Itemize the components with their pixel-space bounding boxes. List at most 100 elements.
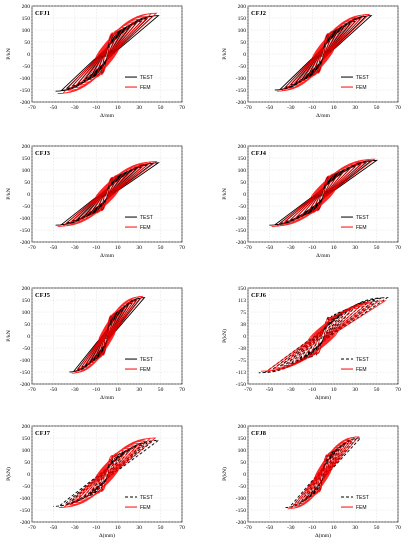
chart-panel-cfj4: 200 150 100 50 0 -50 -100 -150 -200 -70 -50 -30 -10 1…	[216, 140, 414, 270]
specimen-tag: CFJ2	[251, 10, 266, 17]
y-tick-label: 100	[22, 310, 31, 316]
x-tick-label: 30	[136, 525, 142, 531]
x-tick-label: 50	[158, 525, 164, 531]
y-tick-label: -50	[23, 204, 31, 210]
specimen-tag: CFJ7	[35, 430, 51, 437]
y-tick-label: 200	[238, 144, 247, 150]
x-tick-label: 10	[115, 105, 121, 111]
x-tick-label: -30	[71, 245, 79, 251]
y-tick-label: -50	[23, 64, 31, 70]
legend-label-test: TEST	[356, 357, 369, 363]
x-axis-label: Δ(mm)	[315, 394, 331, 401]
curves-group	[285, 436, 362, 510]
y-tick-label: -200	[236, 100, 246, 106]
curves-group	[55, 12, 160, 95]
chart-svg: 200 150 100 50 0 -50 -100 -150 -200-70 -50 -30 -10 1…	[6, 144, 185, 259]
y-tick-label: 150	[22, 436, 31, 442]
y-axis-label: P(kN)	[221, 467, 228, 481]
x-axis-label: Δ/mm	[316, 253, 331, 259]
x-tick-label: -10	[309, 525, 317, 531]
legend-label-test: TEST	[140, 357, 153, 363]
specimen-tag: CFJ5	[35, 292, 50, 299]
x-tick-label: 10	[115, 245, 121, 251]
chart-panel-cfj5: 200 150 100 50 0 -50 -100 -150 -200 -70 -50 -30 -10 1…	[0, 282, 198, 412]
x-tick-label: -30	[287, 525, 295, 531]
legend-label-fem: FEM	[356, 85, 367, 91]
y-tick-label: 150	[22, 156, 31, 162]
y-tick-label: 200	[22, 286, 31, 292]
series-line-fem	[58, 437, 157, 509]
x-tick-label: -70	[244, 105, 252, 111]
x-tick-label: 30	[352, 387, 358, 393]
y-tick-label: -200	[20, 240, 30, 246]
x-tick-label: -70	[244, 387, 252, 393]
specimen-tag: CFJ4	[251, 150, 267, 157]
x-tick-label: 70	[179, 525, 185, 531]
legend-label-test: TEST	[356, 215, 369, 221]
y-tick-label: 100	[22, 28, 31, 34]
specimen-tag: CFJ1	[35, 10, 50, 17]
x-axis-label: Δ(mm)	[99, 532, 115, 539]
y-tick-label: 100	[238, 448, 247, 454]
y-tick-label: 50	[24, 460, 30, 466]
chart-panel-cfj7: 200 150 100 50 0 -50 -100 -150 -200 -70 -50 -30 -10 1…	[0, 420, 198, 550]
legend-label-fem: FEM	[356, 505, 367, 511]
y-tick-label: -50	[239, 204, 247, 210]
y-tick-label: -150	[236, 88, 246, 94]
chart-panel-cfj2: 200 150 100 50 0 -50 -100 -150 -200 -70 -50 -30 -10 1…	[216, 0, 414, 130]
chart-svg: 150 113 75 38 0 -38 -75 -113 -150-70 -50 -30 -10 10 3…	[221, 286, 401, 401]
x-tick-label: 70	[395, 525, 401, 531]
x-tick-label: -30	[287, 387, 295, 393]
y-tick-label: 200	[22, 4, 31, 10]
y-axis-label: P(kN)	[5, 467, 12, 481]
chart-svg: 200 150 100 50 0 -50 -100 -150 -200-70 -50 -30 -10 1…	[221, 424, 401, 539]
x-tick-label: -50	[50, 245, 58, 251]
x-tick-label: 30	[136, 245, 142, 251]
series-line-fem	[57, 161, 158, 227]
y-tick-label: -200	[20, 100, 30, 106]
chart-panel-cfj8: 200 150 100 50 0 -50 -100 -150 -200 -70 -50 -30 -10 1…	[216, 420, 414, 550]
x-tick-label: -30	[287, 105, 295, 111]
y-tick-label: 75	[240, 310, 246, 316]
chart-svg: 200 150 100 50 0 -50 -100 -150 -200-70 -50 -30 -10 1…	[222, 4, 401, 119]
x-tick-label: 70	[395, 245, 401, 251]
y-tick-label: -150	[20, 508, 30, 514]
y-tick-label: 113	[238, 298, 246, 304]
y-tick-label: -150	[20, 370, 30, 376]
y-tick-label: -100	[236, 216, 246, 222]
legend-label-fem: FEM	[140, 367, 151, 373]
y-tick-label: 50	[240, 460, 246, 466]
y-tick-label: 150	[238, 436, 247, 442]
y-tick-label: 200	[22, 144, 31, 150]
y-axis-label: P/kN	[222, 48, 228, 60]
legend-label-test: TEST	[140, 75, 153, 81]
y-tick-label: -100	[236, 496, 246, 502]
x-tick-label: -70	[244, 525, 252, 531]
y-axis-label: P/kN	[222, 188, 228, 200]
x-tick-label: -50	[50, 525, 58, 531]
y-tick-label: -100	[20, 76, 30, 82]
x-tick-label: -30	[71, 387, 79, 393]
x-tick-label: 50	[374, 525, 380, 531]
series-line-fem	[287, 436, 360, 510]
y-tick-label: 200	[238, 4, 247, 10]
x-tick-label: -50	[266, 105, 274, 111]
series-line-fem	[276, 13, 371, 92]
x-tick-label: 10	[331, 105, 337, 111]
x-tick-label: -30	[71, 105, 79, 111]
x-tick-label: 30	[136, 387, 142, 393]
curves-group	[274, 13, 373, 92]
x-tick-label: 10	[115, 387, 121, 393]
legend-label-test: TEST	[140, 215, 153, 221]
curves-group	[69, 295, 146, 374]
y-tick-label: -200	[20, 382, 30, 388]
y-tick-label: 100	[238, 28, 247, 34]
y-tick-label: -150	[20, 228, 30, 234]
chart-svg: 200 150 100 50 0 -50 -100 -150 -200-70 -50 -30 -10 1…	[6, 286, 185, 401]
y-tick-label: 0	[243, 334, 246, 340]
x-tick-label: 10	[331, 525, 337, 531]
x-tick-label: -50	[266, 525, 274, 531]
x-tick-label: -10	[309, 105, 317, 111]
x-tick-label: 50	[374, 245, 380, 251]
x-tick-label: -50	[50, 387, 58, 393]
